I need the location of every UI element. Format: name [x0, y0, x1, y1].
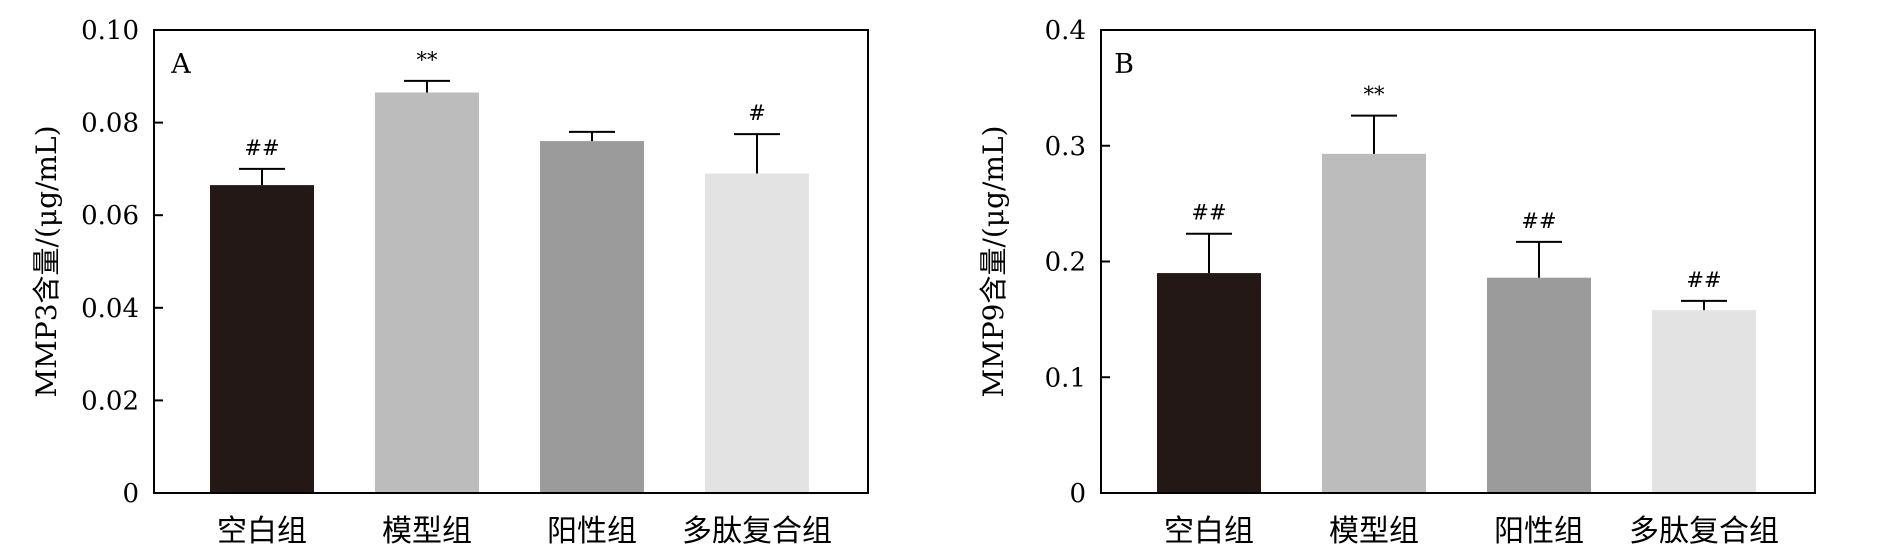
bar-1 — [210, 185, 314, 494]
category-label-4: 多肽复合组 — [1629, 514, 1779, 549]
significance-label-3: ## — [1521, 209, 1556, 233]
y-tick-label-6: 0.10 — [81, 16, 139, 46]
significance-label-1: ## — [1191, 201, 1226, 225]
significance-label-2: ** — [1364, 83, 1386, 107]
y-tick-label-2: 0.1 — [1045, 363, 1086, 393]
y-tick-label-2: 0.02 — [81, 386, 139, 416]
significance-label-1: ## — [244, 136, 279, 160]
y-tick-label-5: 0.4 — [1045, 16, 1086, 46]
bar-2 — [1322, 153, 1426, 494]
bar-4 — [1652, 310, 1756, 493]
y-tick-label-4: 0.06 — [81, 201, 139, 231]
category-label-4: 多肽复合组 — [682, 514, 832, 549]
bar-3 — [1487, 277, 1591, 493]
y-tick-label-3: 0.04 — [81, 294, 139, 324]
y-axis-title: MMP3含量/(μg/mL) — [30, 126, 63, 398]
bar-3 — [540, 141, 644, 493]
chart-panel-b: ## 空白组 ** 模型组 ## 阳性组 ## 多肽复合组 0 0.1 0.2 0.3 0.4 B MMP9… — [977, 16, 1816, 549]
chart-panel-a: ## 空白组 ** 模型组 阳性组 # 多肽复合组 0 0.02 0.04 0.06 0.08 0.10… — [30, 16, 869, 549]
panel-letter: A — [170, 49, 191, 80]
bar-1 — [1157, 273, 1261, 493]
category-label-3: 阳性组 — [1494, 514, 1584, 549]
bar-4 — [705, 173, 809, 493]
category-label-2: 模型组 — [1329, 514, 1419, 549]
significance-label-2: ** — [417, 48, 439, 72]
y-tick-label-3: 0.2 — [1045, 248, 1086, 278]
plot-frame — [1100, 29, 1816, 494]
y-axis-title: MMP9含量/(μg/mL) — [977, 126, 1010, 398]
panel-letter: B — [1114, 49, 1134, 80]
significance-label-4: # — [748, 101, 766, 125]
y-tick-label-5: 0.08 — [81, 109, 139, 139]
category-label-1: 空白组 — [217, 514, 307, 549]
bar-2 — [375, 92, 479, 493]
category-label-3: 阳性组 — [547, 514, 637, 549]
plot-frame — [153, 29, 869, 494]
significance-label-4: ## — [1686, 268, 1721, 292]
y-tick-label-1: 0 — [1069, 479, 1086, 509]
category-label-2: 模型组 — [382, 514, 472, 549]
category-label-1: 空白组 — [1164, 514, 1254, 549]
y-tick-label-4: 0.3 — [1045, 132, 1086, 162]
y-tick-label-1: 0 — [122, 479, 139, 509]
